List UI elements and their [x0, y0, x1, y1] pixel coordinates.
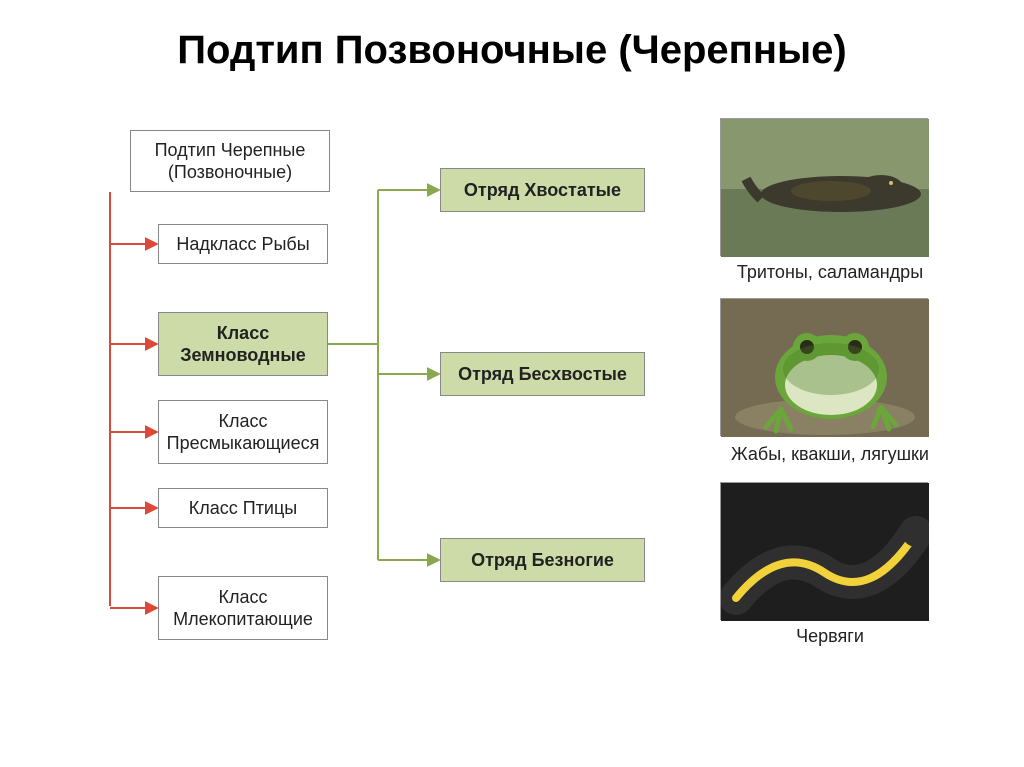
box-subtype-header: Подтип Черепные(Позвоночные) [130, 130, 330, 192]
caption-caecilia: Червяги [700, 626, 960, 647]
caption-tritons: Тритоны, саламандры [700, 262, 960, 283]
box-class-3: Класс Птицы [158, 488, 328, 528]
box-class-0: Надкласс Рыбы [158, 224, 328, 264]
box-order-2: Отряд Безногие [440, 538, 645, 582]
image-frog [720, 298, 928, 436]
image-tritons [720, 118, 928, 256]
box-class-4: КлассМлекопитающие [158, 576, 328, 640]
box-order-1: Отряд Бесхвостые [440, 352, 645, 396]
box-class-2: КлассПресмыкающиеся [158, 400, 328, 464]
image-caecilia [720, 482, 928, 620]
page-title: Подтип Позвоночные (Черепные) [0, 28, 1024, 73]
box-class-1: КлассЗемноводные [158, 312, 328, 376]
box-order-0: Отряд Хвостатые [440, 168, 645, 212]
caption-frog: Жабы, квакши, лягушки [700, 444, 960, 465]
